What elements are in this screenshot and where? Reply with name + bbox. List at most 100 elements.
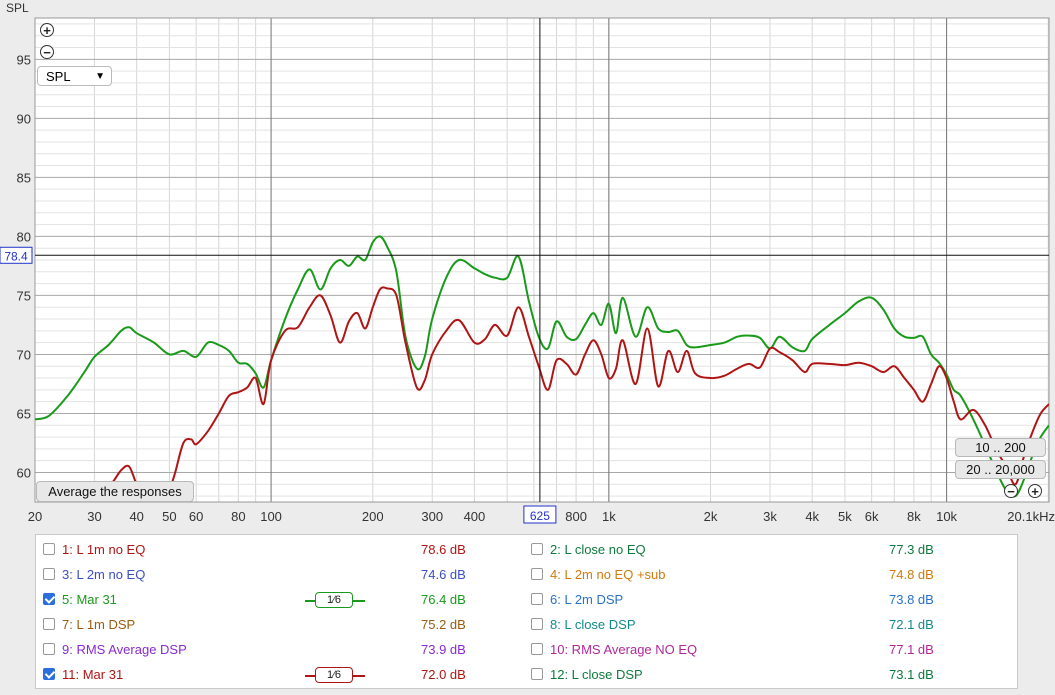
x-zoom-in-icon[interactable]: + xyxy=(1028,484,1042,498)
y-tick-label: 75 xyxy=(17,288,31,303)
x-tick-label: 200 xyxy=(362,509,384,524)
legend-value: 72.1 dB xyxy=(889,617,934,632)
bottom-bar xyxy=(0,689,1055,695)
legend-checkbox[interactable] xyxy=(531,643,543,655)
x-tick-label: 6k xyxy=(865,509,879,524)
legend-checkbox[interactable] xyxy=(43,643,55,655)
legend-checkbox[interactable] xyxy=(43,543,55,555)
legend-checkbox[interactable] xyxy=(43,593,55,605)
legend-row: 11: Mar 31 1⁄6 72.0 dB xyxy=(43,664,513,686)
x-tick-label: 1k xyxy=(602,509,616,524)
legend-value: 72.0 dB xyxy=(421,667,466,682)
x-tick-label: 80 xyxy=(231,509,245,524)
x-tick-label: 400 xyxy=(464,509,486,524)
range-20-20000-button[interactable]: 20 .. 20,000 xyxy=(955,460,1046,479)
legend-row: 8: L close DSP 72.1 dB xyxy=(531,614,1001,636)
smoothing-label: 1⁄6 xyxy=(315,592,353,608)
y-tick-label: 60 xyxy=(17,465,31,480)
legend-value: 75.2 dB xyxy=(421,617,466,632)
legend-value: 73.9 dB xyxy=(421,642,466,657)
legend-row: 10: RMS Average NO EQ 77.1 dB xyxy=(531,639,1001,661)
series-line-1 xyxy=(35,235,1049,498)
cursor-x-readout-box xyxy=(523,505,557,524)
x-tick-label: 300 xyxy=(421,509,443,524)
x-tick-label: 40 xyxy=(129,509,143,524)
frequency-response-chart[interactable]: 60 65 70 75 80 85 90 95 20 30 40 50 60 80 100 200 300 400… xyxy=(0,0,1055,530)
chevron-down-icon: ▼ xyxy=(95,71,105,82)
measurement-legend: 1: L 1m no EQ 78.6 dB 2: L close no EQ 77.3… xyxy=(35,534,1018,689)
legend-checkbox[interactable] xyxy=(531,543,543,555)
legend-checkbox[interactable] xyxy=(43,568,55,580)
x-tick-label: 20 xyxy=(28,509,42,524)
y-axis-label: SPL xyxy=(6,1,29,15)
x-tick-label: 100 xyxy=(260,509,282,524)
y-tick-label: 70 xyxy=(17,347,31,362)
y-zoom-in-icon[interactable]: + xyxy=(40,23,54,37)
legend-value: 73.1 dB xyxy=(889,667,934,682)
legend-value: 78.6 dB xyxy=(421,542,466,557)
x-tick-label: 60 xyxy=(189,509,203,524)
legend-checkbox[interactable] xyxy=(43,618,55,630)
mode-select[interactable]: SPL ▼ xyxy=(37,66,112,86)
x-tick-label: 5k xyxy=(838,509,852,524)
legend-label[interactable]: 2: L close no EQ xyxy=(550,542,646,557)
legend-label[interactable]: 1: L 1m no EQ xyxy=(62,542,146,557)
legend-row: 4: L 2m no EQ +sub 74.8 dB xyxy=(531,564,1001,586)
legend-checkbox[interactable] xyxy=(531,568,543,580)
legend-row: 1: L 1m no EQ 78.6 dB xyxy=(43,539,513,561)
legend-row: 6: L 2m DSP 73.8 dB xyxy=(531,589,1001,611)
x-tick-label: 10k xyxy=(936,509,957,524)
legend-label[interactable]: 9: RMS Average DSP xyxy=(62,642,187,657)
legend-row: 5: Mar 31 1⁄6 76.4 dB xyxy=(43,589,513,611)
x-zoom-out-icon[interactable]: − xyxy=(1004,484,1018,498)
x-tick-label: 3k xyxy=(763,509,777,524)
cursor-y-readout-box xyxy=(0,246,33,264)
y-tick-label: 65 xyxy=(17,406,31,421)
x-tick-label: 50 xyxy=(162,509,176,524)
y-tick-label: 90 xyxy=(17,111,31,126)
plot-border xyxy=(34,17,1050,503)
legend-label[interactable]: 11: Mar 31 xyxy=(62,667,124,682)
x-tick-label: 2k xyxy=(704,509,718,524)
legend-checkbox[interactable] xyxy=(43,668,55,680)
average-responses-button[interactable]: Average the responses xyxy=(36,481,194,502)
legend-value: 77.3 dB xyxy=(889,542,934,557)
legend-label[interactable]: 3: L 2m no EQ xyxy=(62,567,146,582)
y-tick-label: 80 xyxy=(17,229,31,244)
cursor-y-readout: 78.4 xyxy=(4,249,28,263)
mode-select-value: SPL xyxy=(46,69,71,84)
y-tick-label: 85 xyxy=(17,170,31,185)
x-tick-label: 20.1kHz xyxy=(1007,509,1055,524)
smoothing-indicator[interactable]: 1⁄6 xyxy=(305,592,365,608)
legend-label[interactable]: 12: L close DSP xyxy=(550,667,643,682)
legend-label[interactable]: 7: L 1m DSP xyxy=(62,617,136,632)
series-line-2 xyxy=(83,286,1049,502)
x-tick-label: 8k xyxy=(907,509,921,524)
legend-row: 7: L 1m DSP 75.2 dB xyxy=(43,614,513,636)
smoothing-indicator[interactable]: 1⁄6 xyxy=(305,667,365,683)
legend-row: 2: L close no EQ 77.3 dB xyxy=(531,539,1001,561)
legend-value: 74.8 dB xyxy=(889,567,934,582)
x-tick-label: 800 xyxy=(565,509,587,524)
legend-value: 74.6 dB xyxy=(421,567,466,582)
legend-label[interactable]: 4: L 2m no EQ +sub xyxy=(550,567,666,582)
smoothing-label: 1⁄6 xyxy=(315,667,353,683)
legend-label[interactable]: 10: RMS Average NO EQ xyxy=(550,642,698,657)
legend-row: 9: RMS Average DSP 73.9 dB xyxy=(43,639,513,661)
x-tick-label: 4k xyxy=(805,509,819,524)
legend-value: 77.1 dB xyxy=(889,642,934,657)
legend-value: 73.8 dB xyxy=(889,592,934,607)
legend-checkbox[interactable] xyxy=(531,668,543,680)
y-zoom-out-icon[interactable]: − xyxy=(40,45,54,59)
legend-label[interactable]: 6: L 2m DSP xyxy=(550,592,624,607)
legend-label[interactable]: 5: Mar 31 xyxy=(62,592,117,607)
legend-row: 3: L 2m no EQ 74.6 dB xyxy=(43,564,513,586)
range-10-200-button[interactable]: 10 .. 200 xyxy=(955,438,1046,457)
legend-row: 12: L close DSP 73.1 dB xyxy=(531,664,1001,686)
cursor-x-readout: 625 xyxy=(530,509,550,523)
x-tick-label: 30 xyxy=(87,509,101,524)
legend-checkbox[interactable] xyxy=(531,618,543,630)
legend-value: 76.4 dB xyxy=(421,592,466,607)
legend-label[interactable]: 8: L close DSP xyxy=(550,617,636,632)
legend-checkbox[interactable] xyxy=(531,593,543,605)
